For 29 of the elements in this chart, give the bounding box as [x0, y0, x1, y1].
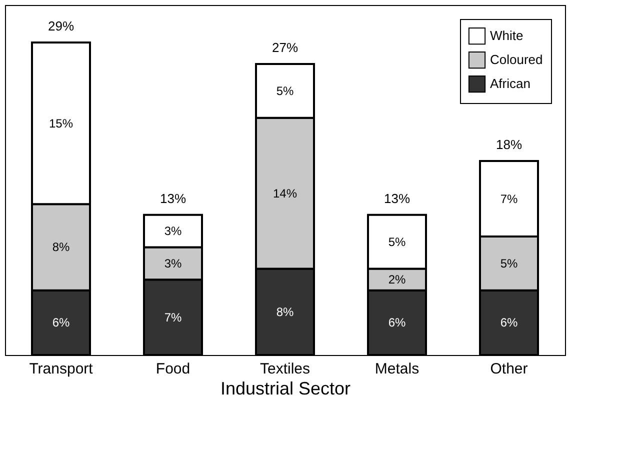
legend-label: African	[490, 76, 530, 91]
total-label: 29%	[48, 18, 74, 34]
total-label: 27%	[272, 40, 298, 56]
total-label: 13%	[160, 190, 186, 206]
data-label: 15%	[48, 116, 74, 130]
data-label: 14%	[272, 186, 298, 200]
x-tick-label: Other	[490, 360, 528, 378]
x-tick-label: Transport	[29, 360, 94, 378]
data-label: 5%	[500, 256, 518, 270]
data-label: 5%	[276, 84, 294, 98]
data-label: 3%	[164, 224, 182, 238]
x-axis-title: Industrial Sector	[220, 378, 351, 398]
legend-label: Coloured	[490, 52, 543, 67]
data-label: 8%	[276, 304, 294, 319]
data-label: 3%	[164, 256, 182, 270]
data-label: 7%	[164, 310, 182, 324]
data-label: 5%	[388, 234, 406, 249]
x-tick-label: Textiles	[260, 360, 310, 378]
data-label: 8%	[52, 240, 70, 254]
data-label: 2%	[388, 272, 406, 287]
x-tick-label: Metals	[374, 360, 420, 378]
data-label: 6%	[388, 316, 406, 330]
data-label: 6%	[500, 316, 518, 330]
x-tick-label: Food	[156, 360, 190, 378]
data-label: 7%	[500, 192, 518, 206]
data-label: 6%	[52, 316, 70, 330]
total-label: 18%	[496, 137, 522, 152]
total-label: 13%	[384, 190, 410, 206]
legend-label: White	[490, 28, 524, 43]
